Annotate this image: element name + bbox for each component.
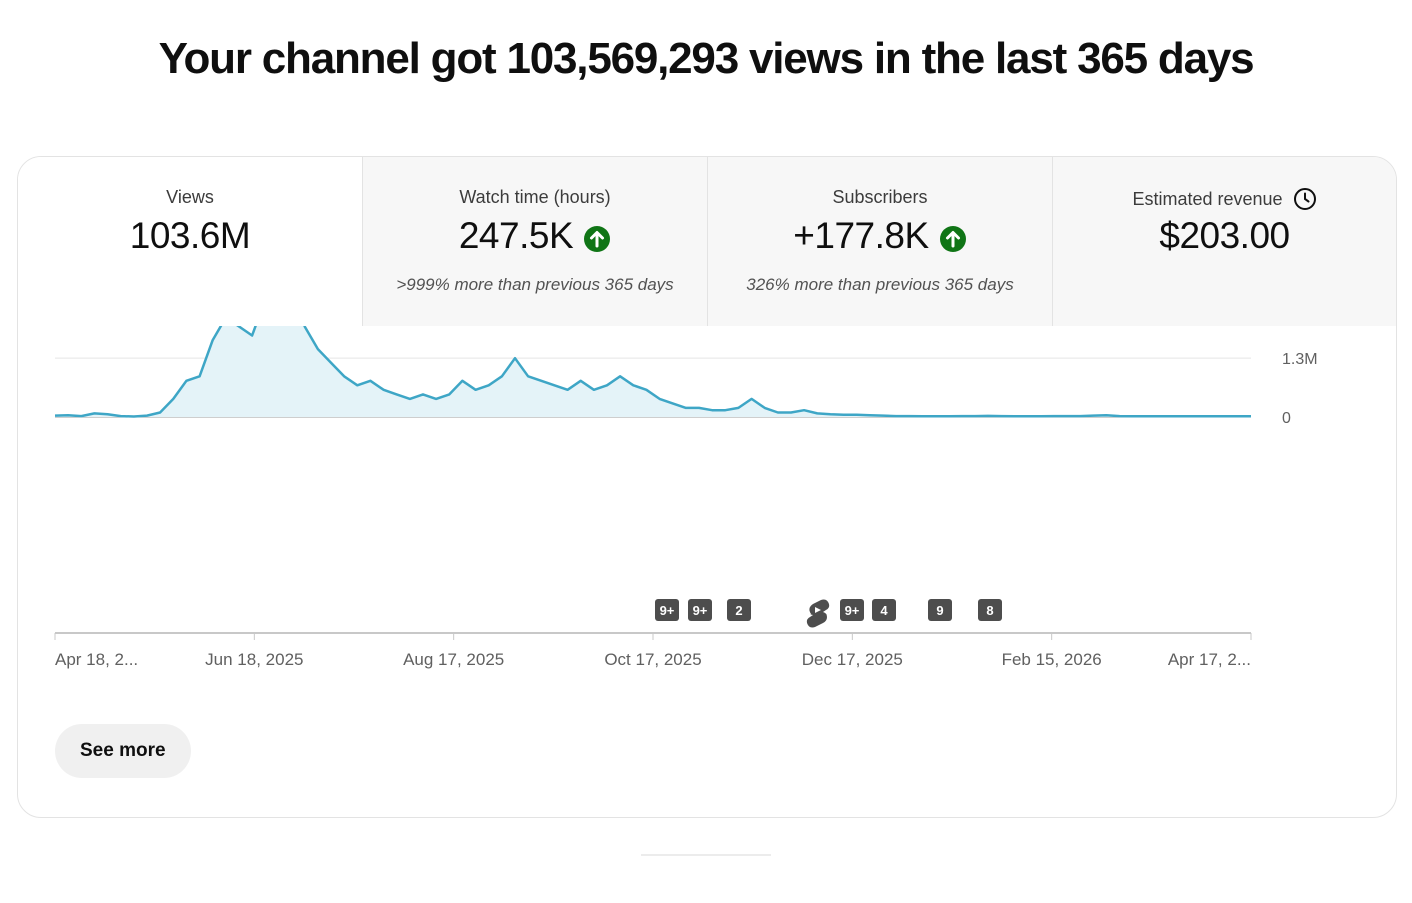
- tab-compare-text: 326% more than previous 365 days: [746, 275, 1014, 294]
- content-marker-label: 9+: [660, 603, 675, 618]
- overview-card: Views 103.6M Watch time (hours) 247.5K >…: [17, 156, 1397, 818]
- x-tick-label: Oct 17, 2025: [604, 650, 701, 669]
- content-marker: [978, 599, 1002, 621]
- metric-tabs: Views 103.6M Watch time (hours) 247.5K >…: [18, 157, 1396, 326]
- tab-value: 103.6M: [129, 215, 251, 256]
- x-tick-label: Feb 15, 2026: [1002, 650, 1102, 669]
- x-tick-label: Jun 18, 2025: [205, 650, 303, 669]
- divider: [641, 854, 771, 856]
- content-marker: [655, 599, 679, 621]
- x-tick-label: Apr 17, 2...: [1168, 650, 1251, 669]
- x-tick-label: Aug 17, 2025: [403, 650, 504, 669]
- content-marker-label: 2: [735, 603, 742, 618]
- tab-views[interactable]: Views 103.6M: [18, 157, 362, 326]
- tab-compare-text: >999% more than previous 365 days: [396, 275, 674, 294]
- content-marker-label: 9: [936, 603, 943, 618]
- content-marker: [872, 599, 896, 621]
- y-tick-label: 0: [1282, 410, 1291, 427]
- content-marker: [840, 599, 864, 621]
- content-marker: [727, 599, 751, 621]
- content-marker-label: 9+: [845, 603, 860, 618]
- tab-estimated-revenue[interactable]: Estimated revenue $203.00: [1052, 157, 1396, 326]
- shorts-icon: [806, 599, 830, 628]
- tab-value: 247.5K: [363, 215, 707, 257]
- page-title: Your channel got 103,569,293 views in th…: [158, 34, 1255, 83]
- content-marker-label: 8: [986, 603, 993, 618]
- content-marker: [928, 599, 952, 621]
- x-tick-label: Dec 17, 2025: [802, 650, 903, 669]
- trend-up-icon: [584, 226, 611, 252]
- tab-label: Estimated revenue: [1053, 187, 1396, 211]
- tab-label: Watch time (hours): [459, 187, 611, 207]
- tab-value: $203.00: [1159, 215, 1290, 256]
- series-line-views: [54, 270, 1251, 418]
- see-more-button[interactable]: See more: [55, 724, 191, 778]
- play-icon: [815, 607, 821, 613]
- content-marker-label: 9+: [693, 603, 708, 618]
- y-tick-label: 1.3M: [1282, 351, 1318, 368]
- tab-label: Subscribers: [832, 187, 928, 207]
- tab-watch-time[interactable]: Watch time (hours) 247.5K >999% more tha…: [362, 157, 707, 326]
- series-area: [55, 272, 1251, 417]
- content-marker: [688, 599, 712, 621]
- content-marker-label: 4: [880, 603, 888, 618]
- clock-icon[interactable]: [1293, 187, 1317, 211]
- x-tick-label: Apr 18, 2...: [55, 650, 138, 669]
- tab-label: Views: [166, 187, 214, 207]
- tab-value: +177.8K: [708, 215, 1052, 257]
- tab-subscribers[interactable]: Subscribers +177.8K 326% more than previ…: [707, 157, 1052, 326]
- trend-up-icon: [939, 226, 966, 252]
